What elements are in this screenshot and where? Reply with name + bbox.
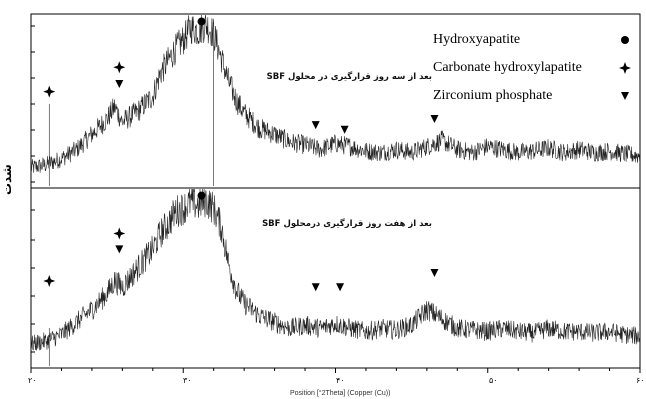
peak-marker-star4 [113, 227, 126, 240]
peak-marker-triangle-down [311, 283, 320, 292]
top-panel-caption: بعد از سه روز قرارگیری در محلول SBF [266, 72, 432, 82]
xrd-trace-panel-2 [30, 188, 641, 351]
legend-marker-triangle-down [621, 92, 629, 100]
peak-marker-triangle-down [340, 125, 349, 134]
peak-marker-triangle-down [115, 245, 124, 254]
x-tick-label: ۵۰ [489, 376, 498, 385]
legend-label-hydroxyapatite: Hydroxyapatite [433, 32, 521, 47]
peak-marker-triangle-down [430, 115, 439, 124]
xrd-trace-panel-1 [30, 14, 641, 173]
x-axis-label: Position [°2Theta] (Copper (Cu)) [290, 390, 391, 397]
y-axis-label: شدت [0, 164, 14, 196]
x-tick-label: ۴۰ [336, 376, 345, 385]
peak-marker-star4 [43, 85, 56, 98]
x-tick-label: ۲۰ [28, 376, 37, 385]
peak-marker-triangle-down [115, 80, 124, 88]
peak-marker-circle [197, 17, 206, 26]
peak-marker-triangle-down [336, 283, 345, 292]
x-tick-label: ۳۰ [183, 376, 192, 385]
legend-label-carbonate-hydroxylapatite: Carbonate hydroxylapatite [433, 60, 582, 75]
peak-marker-triangle-down [430, 269, 439, 278]
peak-marker-star4 [113, 61, 126, 74]
legend-marker-circle [621, 36, 629, 44]
peak-marker-circle [197, 191, 206, 200]
peak-marker-triangle-down [311, 121, 320, 130]
x-tick-label: ۶۰ [636, 376, 645, 385]
legend-label-zirconium-phosphate: Zirconium phosphate [433, 88, 553, 103]
peak-marker-star4 [43, 274, 56, 287]
bottom-panel-caption: بعد از هفت روز قرارگیری درمحلول SBF [262, 219, 432, 229]
legend-marker-star4 [619, 62, 631, 74]
